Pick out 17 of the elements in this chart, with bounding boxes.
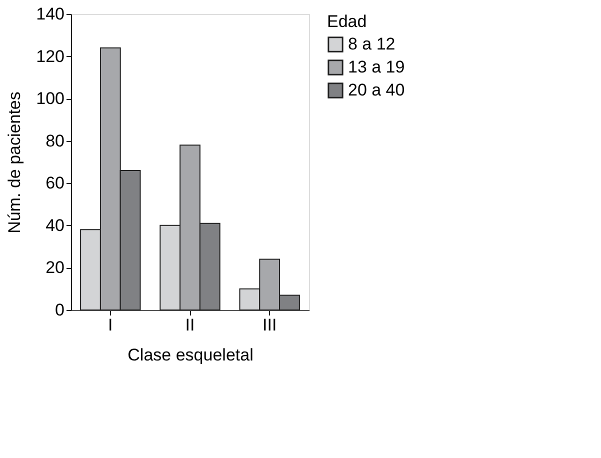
y-tick-label: 80	[46, 131, 64, 150]
x-tick-label: II	[185, 316, 195, 334]
legend-title: Edad	[327, 12, 367, 31]
y-tick-label: 60	[46, 174, 64, 193]
y-tick-label: 20	[46, 258, 64, 278]
legend-label: 20 a 40	[348, 80, 405, 100]
legend-label: 8 a 12	[348, 34, 396, 54]
y-axis-title: Núm. de pacientes	[5, 92, 24, 234]
y-tick-label: 0	[55, 300, 64, 320]
y-tick-label: 40	[46, 216, 64, 235]
y-tick-label: 140	[36, 4, 64, 24]
x-tick-label: III	[262, 316, 277, 334]
y-tick-label: 120	[36, 46, 64, 66]
y-tick-label: 100	[36, 89, 64, 108]
x-axis-title: Clase esqueletal	[128, 346, 254, 364]
legend-label: 13 a 19	[348, 58, 405, 76]
x-tick-label: I	[108, 316, 113, 334]
